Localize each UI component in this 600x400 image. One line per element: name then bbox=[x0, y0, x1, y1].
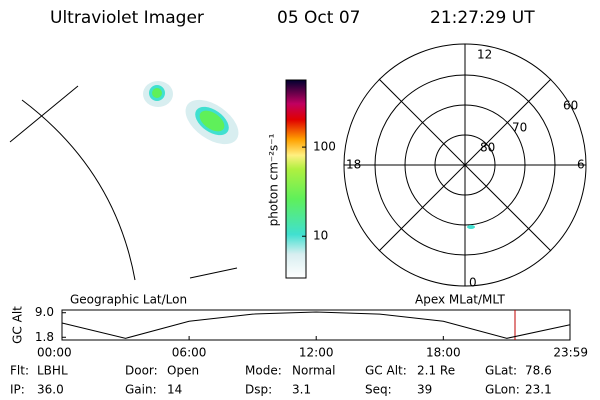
field-label: Flt: bbox=[10, 364, 29, 378]
field-value: 23.1 bbox=[525, 383, 552, 397]
field-value: 78.6 bbox=[525, 364, 552, 378]
x-tick-label: 18:00 bbox=[426, 346, 461, 360]
y-tick-label: 9.0 bbox=[35, 305, 54, 319]
lat-label: 70 bbox=[512, 121, 527, 135]
x-tick-label: 12:00 bbox=[299, 346, 334, 360]
colorbar-tick-label: 100 bbox=[313, 140, 336, 154]
lat-circle bbox=[21, 99, 136, 281]
field-label: Seq: bbox=[365, 383, 392, 397]
field-value: 39 bbox=[417, 383, 432, 397]
field-label: Door: bbox=[125, 364, 158, 378]
spoke bbox=[378, 78, 552, 252]
time: 21:27:29 UT bbox=[430, 8, 535, 28]
x-tick-label: 23:59 bbox=[553, 346, 588, 360]
altitude-frame bbox=[61, 309, 571, 341]
mlt-label: 0 bbox=[469, 276, 477, 290]
meridian bbox=[189, 267, 238, 279]
field-value: Open bbox=[167, 364, 199, 378]
x-tick-label: 06:00 bbox=[172, 346, 207, 360]
field-label: Gain: bbox=[125, 383, 157, 397]
field-label: GLat: bbox=[485, 364, 517, 378]
date: 05 Oct 07 bbox=[277, 8, 360, 28]
lat-label: 60 bbox=[563, 99, 578, 113]
meridian bbox=[9, 85, 79, 143]
field-value: 36.0 bbox=[37, 383, 64, 397]
field-label: IP: bbox=[10, 383, 25, 397]
mlt-label: 18 bbox=[346, 158, 361, 172]
colorbar bbox=[285, 79, 307, 279]
field-value: LBHL bbox=[37, 364, 68, 378]
colorbar-label: photon cm⁻²s⁻¹ bbox=[267, 133, 281, 226]
field-value: 3.1 bbox=[292, 383, 311, 397]
emission bbox=[467, 225, 475, 229]
x-tick-label: 00:00 bbox=[37, 346, 72, 360]
emission bbox=[152, 88, 162, 98]
colorbar-tick-label: 10 bbox=[313, 229, 328, 243]
mlt-label: 6 bbox=[577, 158, 585, 172]
title: Ultraviolet Imager bbox=[50, 8, 204, 28]
geographic-map bbox=[9, 81, 239, 281]
altitude-curve bbox=[61, 311, 571, 339]
field-value: Normal bbox=[292, 364, 335, 378]
lat-label: 80 bbox=[480, 141, 495, 155]
y-tick-label: 1.8 bbox=[35, 330, 54, 344]
polar-plot: 12 18 6 0 60 70 80 bbox=[343, 43, 587, 290]
field-label: Mode: bbox=[245, 364, 282, 378]
field-label: GC Alt: bbox=[365, 364, 407, 378]
emission bbox=[199, 110, 225, 132]
map-label: Apex MLat/MLT bbox=[415, 293, 505, 307]
map-label: Geographic Lat/Lon bbox=[70, 293, 187, 307]
field-label: GLon: bbox=[485, 383, 520, 397]
mlt-label: 12 bbox=[477, 48, 492, 62]
field-value: 14 bbox=[167, 383, 182, 397]
field-value: 2.1 Re bbox=[417, 364, 455, 378]
y-axis-label: GC Alt bbox=[11, 306, 25, 344]
field-label: Dsp: bbox=[245, 383, 272, 397]
